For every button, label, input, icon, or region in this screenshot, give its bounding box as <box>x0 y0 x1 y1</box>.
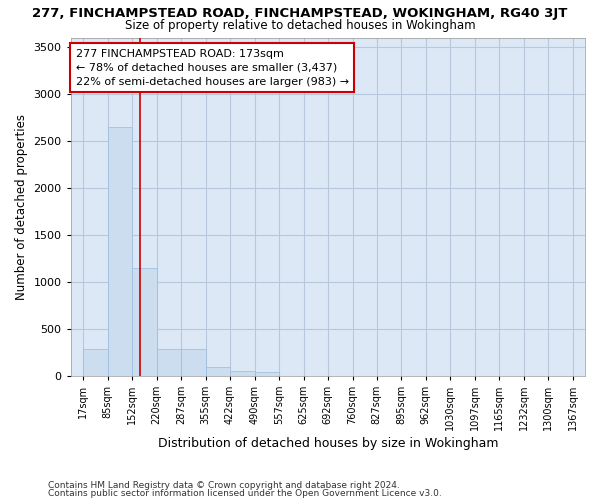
Bar <box>206 367 230 376</box>
Text: 277, FINCHAMPSTEAD ROAD, FINCHAMPSTEAD, WOKINGHAM, RG40 3JT: 277, FINCHAMPSTEAD ROAD, FINCHAMPSTEAD, … <box>32 8 568 20</box>
Bar <box>157 349 181 376</box>
Bar <box>254 372 279 376</box>
Text: Contains public sector information licensed under the Open Government Licence v3: Contains public sector information licen… <box>48 488 442 498</box>
Text: Contains HM Land Registry data © Crown copyright and database right 2024.: Contains HM Land Registry data © Crown c… <box>48 481 400 490</box>
Text: 277 FINCHAMPSTEAD ROAD: 173sqm
← 78% of detached houses are smaller (3,437)
22% : 277 FINCHAMPSTEAD ROAD: 173sqm ← 78% of … <box>76 49 349 87</box>
Y-axis label: Number of detached properties: Number of detached properties <box>15 114 28 300</box>
Bar <box>83 349 108 376</box>
Bar <box>230 371 254 376</box>
Text: Size of property relative to detached houses in Wokingham: Size of property relative to detached ho… <box>125 19 475 32</box>
Bar <box>108 126 133 376</box>
Bar <box>181 349 206 376</box>
X-axis label: Distribution of detached houses by size in Wokingham: Distribution of detached houses by size … <box>158 437 498 450</box>
Bar <box>132 268 157 376</box>
